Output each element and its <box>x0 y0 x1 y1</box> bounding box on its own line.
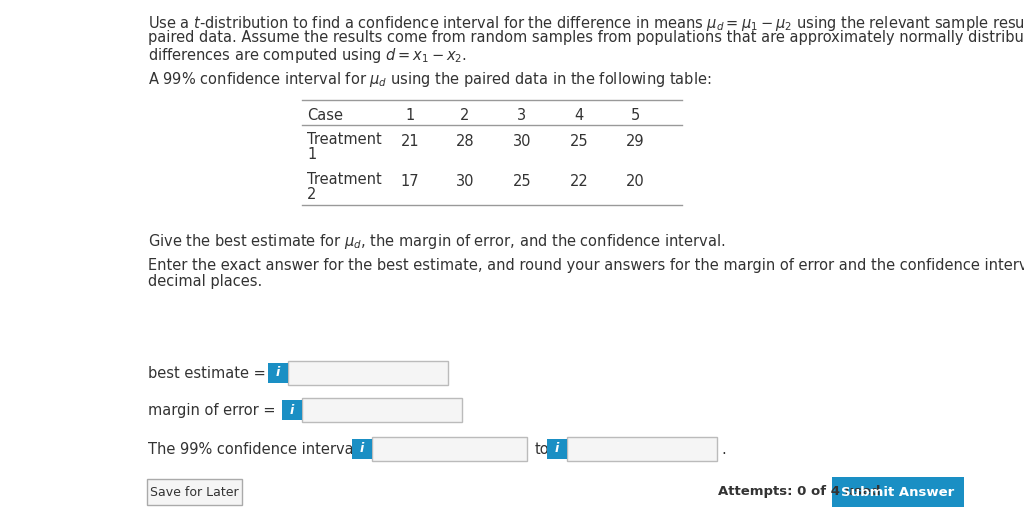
Text: Save for Later: Save for Later <box>150 485 239 498</box>
Text: Attempts: 0 of 4 used: Attempts: 0 of 4 used <box>718 485 881 498</box>
Text: A 99% confidence interval for $\mu_d$ using the paired data in the following tab: A 99% confidence interval for $\mu_d$ us… <box>148 70 712 89</box>
Text: best estimate =: best estimate = <box>148 366 270 381</box>
Text: 3: 3 <box>517 108 526 123</box>
Text: 22: 22 <box>569 175 589 189</box>
Text: 5: 5 <box>631 108 640 123</box>
FancyBboxPatch shape <box>147 479 242 505</box>
Text: Treatment: Treatment <box>307 132 382 147</box>
Text: 30: 30 <box>456 175 474 189</box>
FancyBboxPatch shape <box>352 439 372 459</box>
Text: 25: 25 <box>513 175 531 189</box>
FancyBboxPatch shape <box>567 437 717 461</box>
Text: 1: 1 <box>406 108 415 123</box>
FancyBboxPatch shape <box>372 437 527 461</box>
Text: 1: 1 <box>307 147 316 162</box>
Text: 30: 30 <box>513 134 531 150</box>
Text: 20: 20 <box>626 175 644 189</box>
Text: i: i <box>555 442 559 456</box>
Text: 2: 2 <box>307 187 316 202</box>
Text: 21: 21 <box>400 134 419 150</box>
Text: i: i <box>290 404 294 416</box>
Text: 2: 2 <box>461 108 470 123</box>
Text: Give the best estimate for $\mu_d$, the margin of error, and the confidence inte: Give the best estimate for $\mu_d$, the … <box>148 232 726 251</box>
Text: i: i <box>359 442 365 456</box>
Text: The 99% confidence interval is: The 99% confidence interval is <box>148 441 374 457</box>
Text: to: to <box>535 441 550 457</box>
FancyBboxPatch shape <box>547 439 567 459</box>
Text: paired data. Assume the results come from random samples from populations that a: paired data. Assume the results come fro… <box>148 30 1024 45</box>
Text: Enter the exact answer for the best estimate, and round your answers for the mar: Enter the exact answer for the best esti… <box>148 258 1024 273</box>
Text: margin of error =: margin of error = <box>148 403 281 417</box>
Text: Treatment: Treatment <box>307 172 382 187</box>
Text: 28: 28 <box>456 134 474 150</box>
FancyBboxPatch shape <box>831 477 964 507</box>
Text: Case: Case <box>307 108 343 123</box>
FancyBboxPatch shape <box>282 400 302 420</box>
Text: Use a $t$-distribution to find a confidence interval for the difference in means: Use a $t$-distribution to find a confide… <box>148 14 1024 33</box>
Text: i: i <box>275 367 281 380</box>
Text: 25: 25 <box>569 134 589 150</box>
Text: differences are computed using $d = x_1 - x_2$.: differences are computed using $d = x_1 … <box>148 46 467 65</box>
FancyBboxPatch shape <box>302 398 462 422</box>
FancyBboxPatch shape <box>288 361 449 385</box>
Text: .: . <box>721 441 726 457</box>
Text: decimal places.: decimal places. <box>148 274 262 289</box>
Text: 29: 29 <box>626 134 644 150</box>
Text: 17: 17 <box>400 175 419 189</box>
Text: Submit Answer: Submit Answer <box>842 485 954 498</box>
FancyBboxPatch shape <box>268 363 288 383</box>
Text: 4: 4 <box>574 108 584 123</box>
